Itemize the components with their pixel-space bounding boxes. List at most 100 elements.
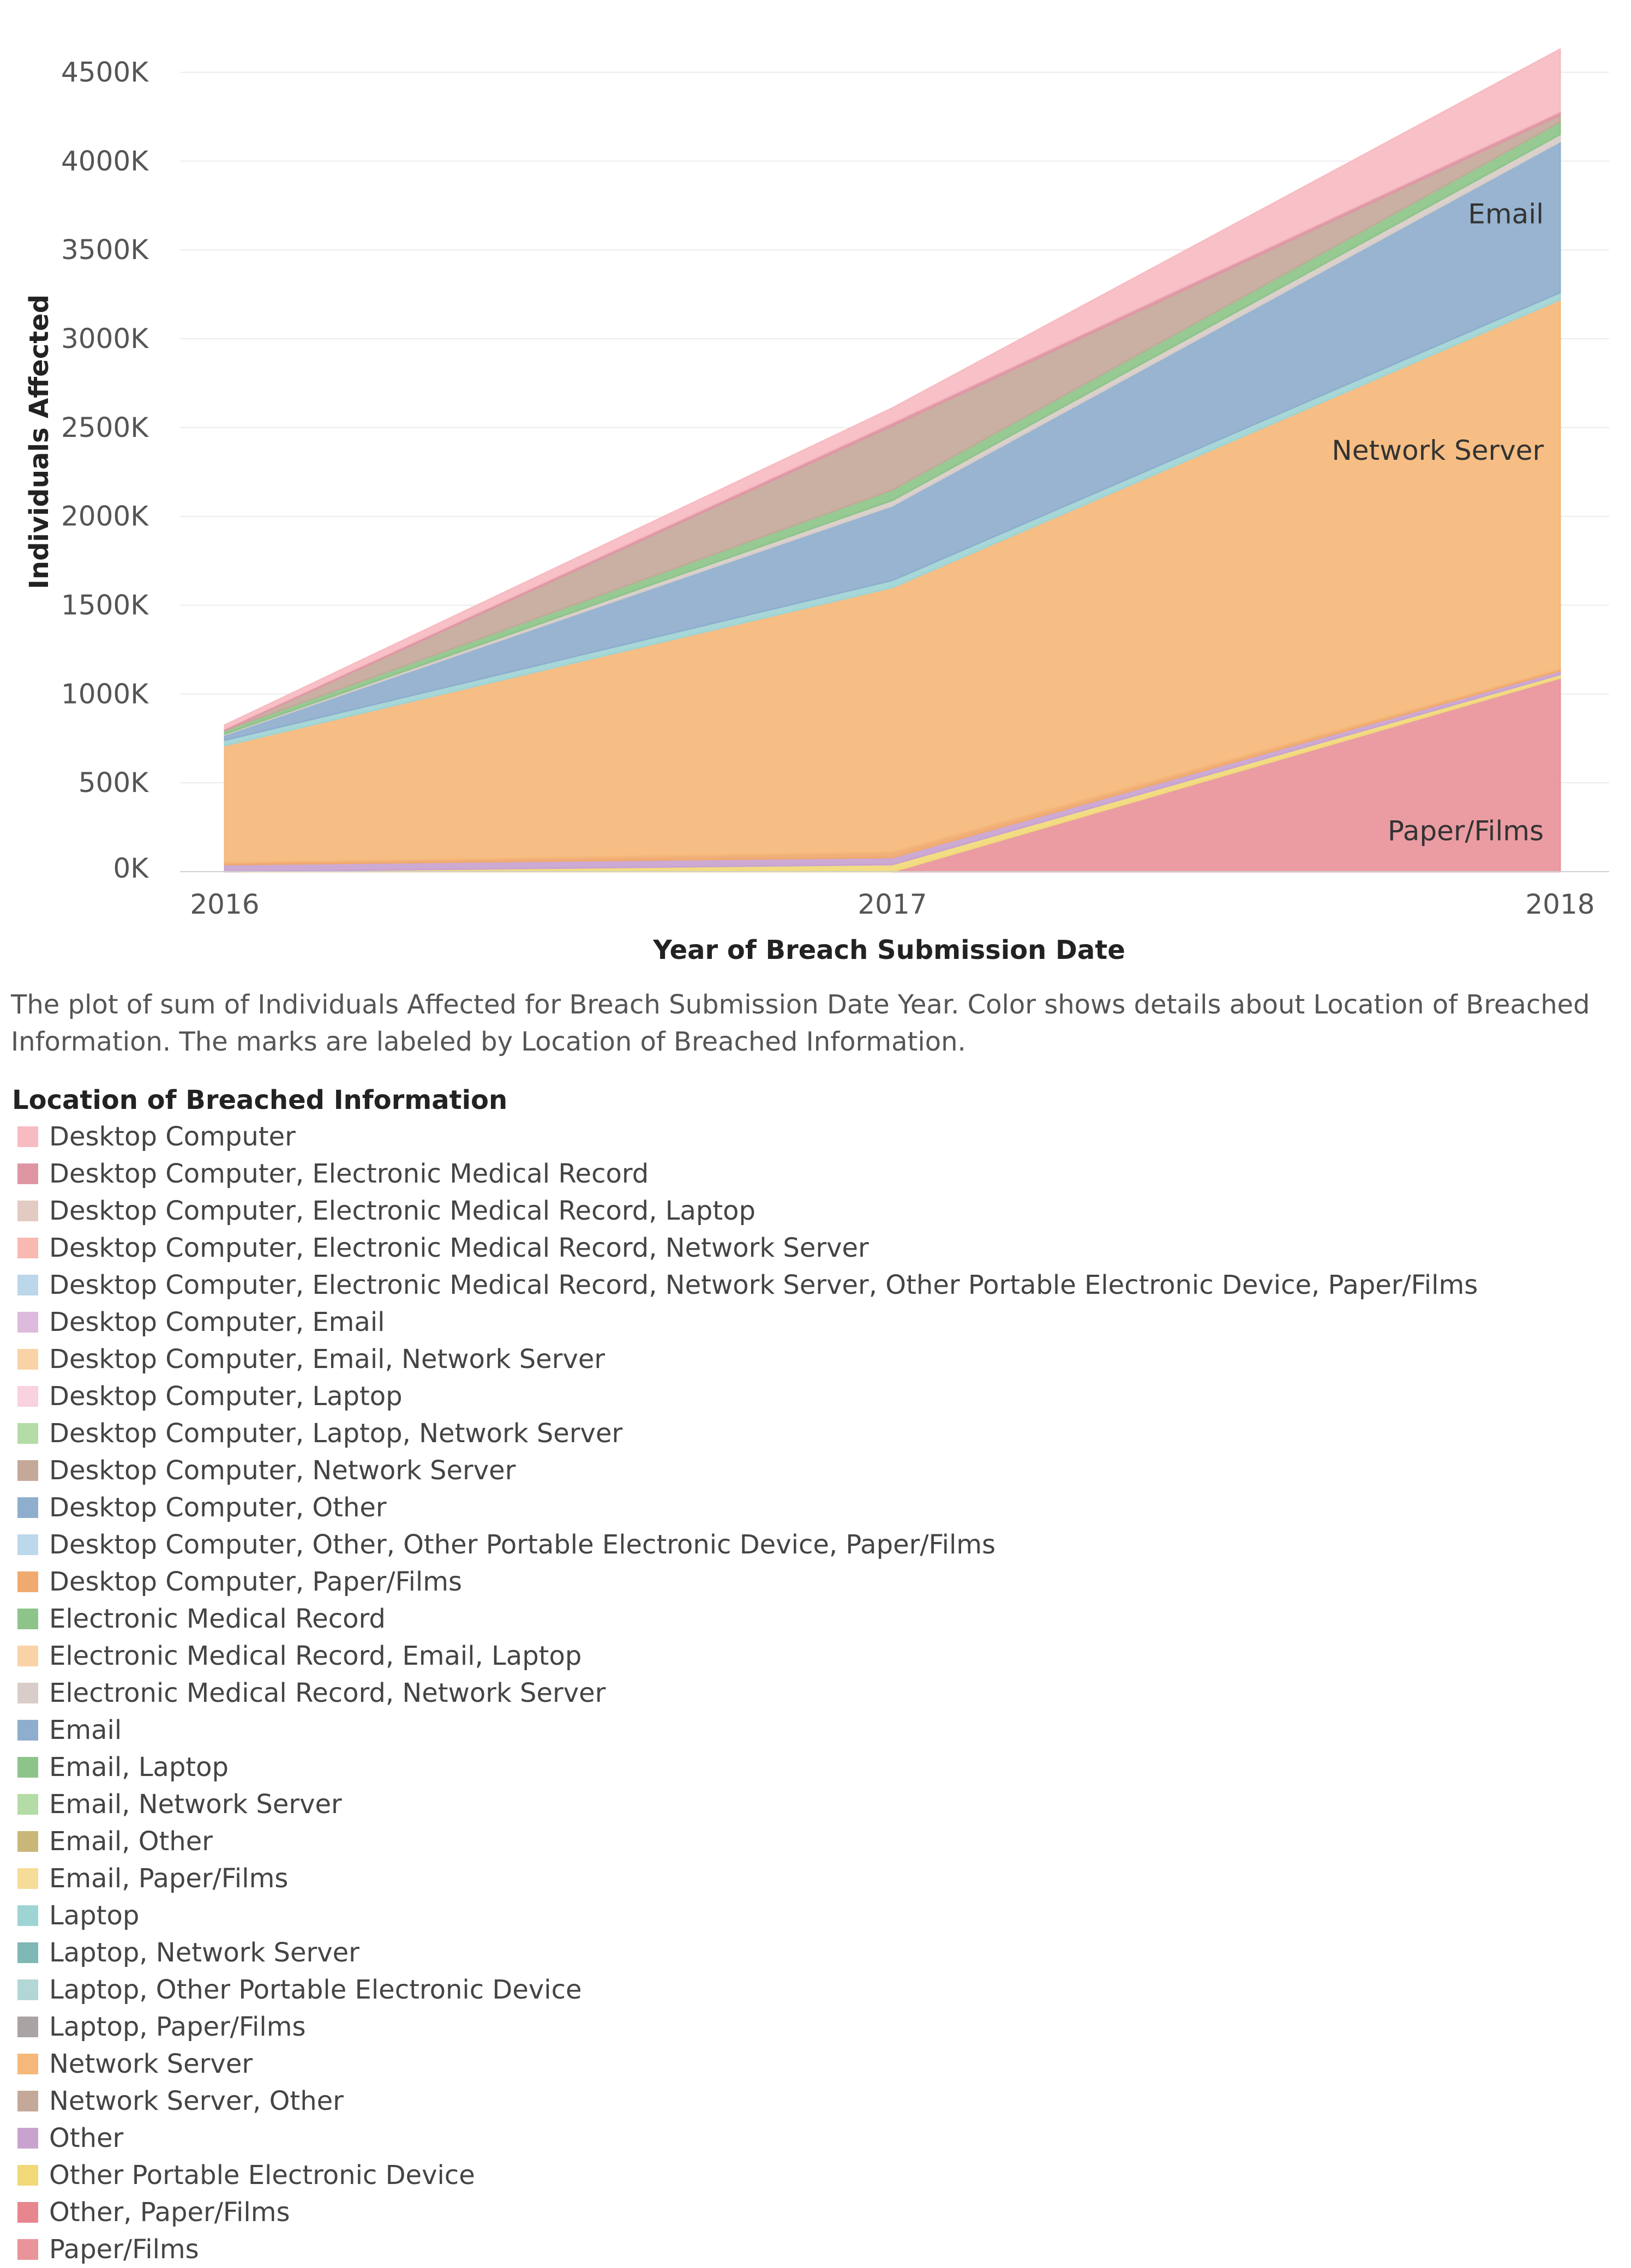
- legend-item[interactable]: Desktop Computer, Other, Other Portable …: [12, 1526, 1594, 1563]
- legend-item[interactable]: Desktop Computer, Other: [12, 1489, 1594, 1526]
- y-tick-label: 2500K: [61, 412, 149, 443]
- legend-swatch: [17, 1683, 38, 1703]
- legend-label: Desktop Computer, Network Server: [49, 1455, 516, 1486]
- legend-label: Desktop Computer, Email: [49, 1307, 385, 1337]
- legend-item[interactable]: Email, Network Server: [12, 1786, 1594, 1823]
- legend-label: Email, Laptop: [49, 1752, 229, 1783]
- legend-label: Network Server, Other: [49, 2086, 344, 2116]
- legend-label: Laptop, Paper/Films: [49, 2012, 306, 2042]
- y-tick-label: 3000K: [61, 323, 149, 355]
- area-desktop-computer[interactable]: [224, 48, 1561, 730]
- legend-swatch: [17, 2165, 38, 2186]
- legend-swatch: [17, 1349, 38, 1370]
- legend-swatch: [17, 1757, 38, 1778]
- legend-item[interactable]: Email: [12, 1712, 1594, 1749]
- legend-swatch: [17, 1720, 38, 1741]
- legend-item[interactable]: Laptop, Other Portable Electronic Device: [12, 1971, 1594, 2008]
- legend-label: Email: [49, 1715, 122, 1745]
- legend-label: Desktop Computer, Email, Network Server: [49, 1344, 605, 1375]
- y-tick-label: 0K: [113, 853, 149, 884]
- legend-item[interactable]: Email, Laptop: [12, 1749, 1594, 1786]
- legend-title: Location of Breached Information: [12, 1085, 508, 1115]
- legend-label: Laptop, Network Server: [49, 1937, 359, 1968]
- legend-swatch: [17, 2128, 38, 2149]
- y-axis-title: Individuals Affected: [24, 295, 55, 589]
- mark-label-paper-films: Paper/Films: [1388, 815, 1544, 847]
- legend-label: Laptop, Other Portable Electronic Device: [49, 1975, 582, 2005]
- legend-label: Desktop Computer, Electronic Medical Rec…: [49, 1196, 755, 1226]
- legend-label: Desktop Computer, Other: [49, 1492, 387, 1523]
- legend-label: Desktop Computer, Laptop, Network Server: [49, 1418, 623, 1449]
- legend-item[interactable]: Laptop, Paper/Films: [12, 2008, 1594, 2045]
- legend-swatch: [17, 2239, 38, 2260]
- mark-label-network-server: Network Server: [1332, 435, 1544, 466]
- legend-label: Email, Other: [49, 1826, 213, 1857]
- legend-item[interactable]: Network Server, Other: [12, 2083, 1594, 2120]
- legend-swatch: [17, 1238, 38, 1258]
- legend-item[interactable]: Laptop: [12, 1897, 1594, 1934]
- legend-label: Email, Paper/Films: [49, 1863, 289, 1894]
- legend-item[interactable]: Desktop Computer: [12, 1118, 1594, 1155]
- legend-swatch: [17, 2202, 38, 2223]
- legend-swatch: [17, 1609, 38, 1629]
- legend-item[interactable]: Desktop Computer, Paper/Films: [12, 1563, 1594, 1600]
- legend: Location of Breached Information Desktop…: [12, 1082, 1594, 2268]
- legend-label: Electronic Medical Record, Email, Laptop: [49, 1641, 582, 1671]
- y-axis: 0K 500K 1000K 1500K 2000K 2500K 3000K 3500K 4000…: [61, 57, 149, 884]
- legend-swatch: [17, 1423, 38, 1444]
- mark-labels: Paper/Films Network Server Email: [1332, 199, 1544, 847]
- legend-item[interactable]: Desktop Computer, Electronic Medical Rec…: [12, 1155, 1594, 1192]
- legend-item[interactable]: Desktop Computer, Network Server: [12, 1452, 1594, 1489]
- legend-label: Electronic Medical Record, Network Serve…: [49, 1678, 606, 1708]
- y-tick-label: 1500K: [61, 590, 149, 621]
- legend-swatch: [17, 1497, 38, 1518]
- legend-item[interactable]: Desktop Computer, Laptop: [12, 1378, 1594, 1415]
- legend-label: Email, Network Server: [49, 1789, 342, 1820]
- legend-label: Desktop Computer: [49, 1121, 296, 1152]
- chart-caption: The plot of sum of Individuals Affected …: [11, 989, 1590, 1057]
- stacked-area-chart: 0K 500K 1000K 1500K 2000K 2500K 3000K 3500K 4000…: [24, 48, 1609, 965]
- legend-item[interactable]: Email, Paper/Films: [12, 1860, 1594, 1897]
- legend-item[interactable]: Electronic Medical Record: [12, 1600, 1594, 1637]
- legend-swatch: [17, 1646, 38, 1666]
- legend-items: Desktop Computer Desktop Computer, Electr…: [12, 1118, 1594, 2268]
- legend-item[interactable]: Desktop Computer, Email, Network Server: [12, 1341, 1594, 1378]
- y-tick-label: 4500K: [61, 57, 149, 88]
- legend-swatch: [17, 2091, 38, 2111]
- legend-label: Other: [49, 2123, 124, 2153]
- legend-label: Paper/Films: [49, 2234, 199, 2265]
- legend-item[interactable]: Electronic Medical Record, Network Serve…: [12, 1675, 1594, 1712]
- legend-item[interactable]: Desktop Computer, Laptop, Network Server: [12, 1415, 1594, 1452]
- legend-swatch: [17, 1460, 38, 1481]
- legend-label: Other Portable Electronic Device: [49, 2160, 475, 2191]
- legend-swatch: [17, 1979, 38, 2000]
- x-tick-label: 2016: [190, 889, 259, 920]
- legend-item[interactable]: Other Portable Electronic Device: [12, 2157, 1594, 2194]
- legend-item[interactable]: Desktop Computer, Electronic Medical Rec…: [12, 1267, 1594, 1304]
- legend-item[interactable]: Paper/Films: [12, 2231, 1594, 2268]
- legend-swatch: [17, 1126, 38, 1147]
- x-axis-title: Year of Breach Submission Date: [652, 935, 1125, 965]
- legend-swatch: [17, 1942, 38, 1963]
- legend-item[interactable]: Laptop, Network Server: [12, 1934, 1594, 1971]
- legend-label: Other, Paper/Films: [49, 2197, 290, 2228]
- legend-swatch: [17, 1386, 38, 1407]
- legend-item[interactable]: Other: [12, 2120, 1594, 2157]
- legend-item[interactable]: Network Server: [12, 2045, 1594, 2083]
- legend-label: Desktop Computer, Electronic Medical Rec…: [49, 1233, 869, 1263]
- legend-swatch: [17, 1905, 38, 1926]
- legend-item[interactable]: Other, Paper/Films: [12, 2194, 1594, 2231]
- legend-item[interactable]: Electronic Medical Record, Email, Laptop: [12, 1637, 1594, 1675]
- legend-label: Desktop Computer, Electronic Medical Rec…: [49, 1270, 1478, 1300]
- x-tick-label: 2018: [1525, 889, 1594, 920]
- legend-item[interactable]: Desktop Computer, Electronic Medical Rec…: [12, 1229, 1594, 1267]
- x-tick-label: 2017: [858, 889, 927, 920]
- y-tick-label: 2000K: [61, 501, 149, 532]
- legend-item[interactable]: Desktop Computer, Email: [12, 1304, 1594, 1341]
- legend-item[interactable]: Email, Other: [12, 1823, 1594, 1860]
- legend-label: Desktop Computer, Paper/Films: [49, 1567, 463, 1597]
- legend-item[interactable]: Desktop Computer, Electronic Medical Rec…: [12, 1192, 1594, 1229]
- legend-swatch: [17, 1201, 38, 1221]
- legend-swatch: [17, 1312, 38, 1333]
- legend-swatch: [17, 1275, 38, 1295]
